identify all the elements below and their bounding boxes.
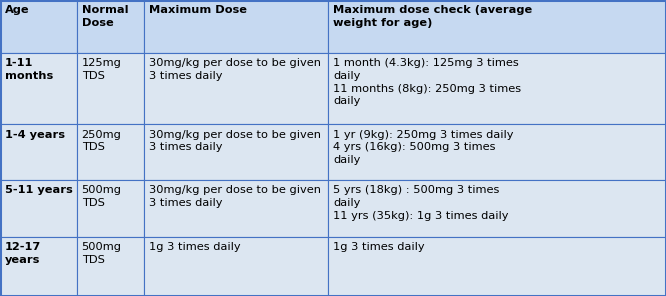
Text: 250mg
TDS: 250mg TDS [82,130,121,152]
Text: Maximum Dose: Maximum Dose [149,5,246,15]
Bar [328,237,666,296]
Text: Normal
Dose: Normal Dose [82,5,129,28]
Bar [144,124,328,180]
Text: 500mg
TDS: 500mg TDS [82,185,122,208]
Bar [328,53,666,124]
Text: 125mg
TDS: 125mg TDS [82,58,121,81]
Text: 30mg/kg per dose to be given
3 times daily: 30mg/kg per dose to be given 3 times dai… [149,185,320,208]
Text: 5-11 years: 5-11 years [5,185,73,195]
Text: Maximum dose check (average
weight for age): Maximum dose check (average weight for a… [333,5,532,28]
Bar [77,180,144,237]
Bar [0,124,77,180]
Bar [328,0,666,53]
Bar [77,124,144,180]
Bar [0,53,77,124]
Bar [144,237,328,296]
Bar [0,0,77,53]
Text: 1g 3 times daily: 1g 3 times daily [149,242,240,252]
Text: 30mg/kg per dose to be given
3 times daily: 30mg/kg per dose to be given 3 times dai… [149,130,320,152]
Bar [144,53,328,124]
Text: Age: Age [5,5,29,15]
Text: 1g 3 times daily: 1g 3 times daily [333,242,425,252]
Text: 1 yr (9kg): 250mg 3 times daily
4 yrs (16kg): 500mg 3 times
daily: 1 yr (9kg): 250mg 3 times daily 4 yrs (1… [333,130,513,165]
Bar [0,237,77,296]
Text: 12-17
years: 12-17 years [5,242,41,265]
Bar [77,0,144,53]
Text: 30mg/kg per dose to be given
3 times daily: 30mg/kg per dose to be given 3 times dai… [149,58,320,81]
Bar [144,0,328,53]
Bar [328,124,666,180]
Text: 5 yrs (18kg) : 500mg 3 times
daily
11 yrs (35kg): 1g 3 times daily: 5 yrs (18kg) : 500mg 3 times daily 11 yr… [333,185,509,221]
Text: 1-11
months: 1-11 months [5,58,53,81]
Bar [77,53,144,124]
Text: 1-4 years: 1-4 years [5,130,65,140]
Bar [328,180,666,237]
Bar [0,180,77,237]
Text: 500mg
TDS: 500mg TDS [82,242,122,265]
Bar [144,180,328,237]
Bar [77,237,144,296]
Text: 1 month (4.3kg): 125mg 3 times
daily
11 months (8kg): 250mg 3 times
daily: 1 month (4.3kg): 125mg 3 times daily 11 … [333,58,521,107]
